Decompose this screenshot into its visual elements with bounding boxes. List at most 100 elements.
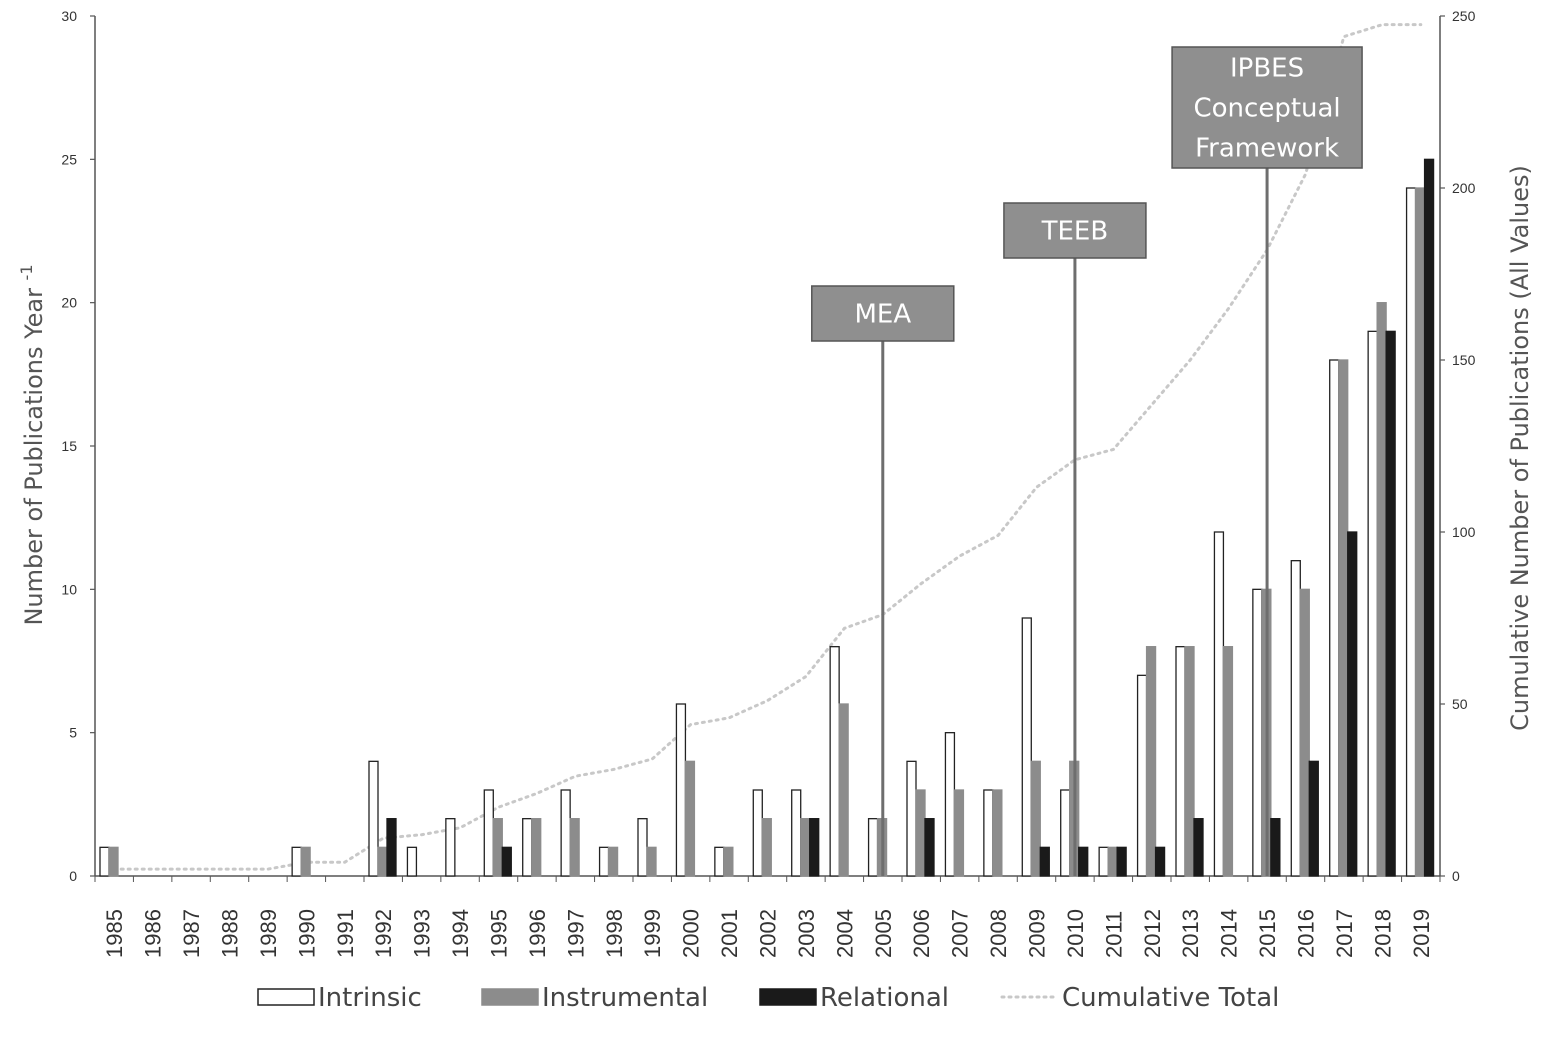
x-tick-label: 2003 [794, 909, 819, 958]
y2-tick-label: 100 [1452, 524, 1476, 540]
bar-instrumental [1299, 588, 1310, 877]
x-tick-label: 1987 [179, 909, 204, 958]
bar-intrinsic [637, 818, 648, 877]
bar-relational [1078, 846, 1089, 877]
x-tick-label: 2004 [832, 909, 857, 958]
x-tick-label: 1995 [487, 909, 512, 958]
bar-intrinsic [99, 846, 110, 877]
bar-instrumental [838, 703, 849, 877]
bar-intrinsic [829, 646, 840, 877]
bar-relational [1308, 760, 1319, 877]
bar-intrinsic [867, 818, 879, 877]
x-tick-label: 1986 [141, 909, 166, 958]
y-tick-label: 30 [61, 8, 77, 24]
x-tick-label: 1997 [563, 909, 588, 958]
bar-intrinsic [1252, 588, 1263, 877]
bar-relational [1116, 846, 1127, 877]
x-tick-label: 2011 [1101, 911, 1126, 958]
x-tick-label: 1994 [448, 909, 473, 958]
legend-label: Intrinsic [318, 983, 422, 1013]
y2-tick-label: 250 [1452, 8, 1476, 24]
bar-instrumental [800, 818, 811, 877]
x-tick-label: 2005 [871, 909, 896, 958]
bar-intrinsic [1175, 646, 1186, 877]
legend-swatch-relational [759, 988, 817, 1006]
x-tick-label: 1993 [410, 909, 435, 958]
bar-instrumental [646, 846, 657, 877]
annotation-box [811, 285, 955, 342]
legend-swatch-intrinsic [257, 988, 315, 1006]
bar-instrumental [761, 818, 772, 877]
bar-instrumental [723, 846, 734, 877]
x-tick-label: 2002 [756, 909, 781, 958]
bar-intrinsic [714, 846, 725, 877]
y-tick-label: 10 [61, 581, 77, 597]
bar-instrumental [1338, 359, 1349, 877]
legend-label: Relational [820, 983, 949, 1013]
x-tick-label: 1991 [333, 909, 358, 958]
x-tick-label: 2019 [1409, 909, 1434, 958]
bar-instrumental [300, 846, 311, 877]
bar-intrinsic [522, 818, 533, 877]
bar-intrinsic [983, 789, 994, 877]
bar-intrinsic [1367, 330, 1378, 877]
x-tick-label: 2007 [948, 909, 973, 958]
legend-label: Cumulative Total [1062, 983, 1279, 1013]
bar-intrinsic [483, 789, 494, 877]
bar-instrumental [531, 818, 542, 877]
bar-intrinsic [1405, 187, 1417, 877]
x-tick-label: 2006 [909, 909, 934, 958]
annotation-label: Conceptual [1193, 94, 1340, 124]
bar-instrumental [1376, 302, 1387, 877]
bar-intrinsic [1329, 359, 1340, 877]
bar-intrinsic [445, 818, 456, 877]
bar-relational [501, 846, 512, 877]
bar-relational [386, 818, 397, 877]
bar-relational [1423, 158, 1435, 877]
x-tick-label: 2015 [1255, 909, 1280, 958]
x-tick-label: 2018 [1370, 909, 1395, 958]
bar-instrumental [992, 789, 1003, 877]
y-tick-label: 25 [61, 151, 77, 167]
bar-intrinsic [291, 846, 302, 877]
bar-intrinsic [1136, 674, 1148, 877]
x-tick-label: 1985 [102, 909, 127, 958]
bar-intrinsic [675, 703, 687, 877]
y-tick-label: 20 [61, 295, 77, 311]
annotation-label: MEA [854, 300, 911, 330]
bar-instrumental [1414, 187, 1426, 877]
bar-intrinsic [906, 760, 917, 877]
bar-instrumental [1222, 646, 1234, 877]
bar-relational [1039, 846, 1050, 877]
bar-relational [924, 818, 935, 877]
bar-relational [1270, 818, 1281, 877]
bar-instrumental [108, 846, 119, 877]
bar-intrinsic [598, 846, 610, 877]
bar-intrinsic [944, 732, 956, 877]
annotation-box [1171, 46, 1363, 169]
x-tick-label: 2017 [1332, 909, 1357, 958]
series-line-cumulative-total [112, 23, 1423, 871]
x-tick-label: 1990 [294, 909, 319, 958]
y-axis-title: Number of Publications Year -1 [17, 264, 48, 625]
y2-tick-label: 50 [1452, 696, 1468, 712]
bar-instrumental [1145, 646, 1157, 877]
bar-instrumental [1107, 846, 1118, 877]
annotation-label: TEEB [1041, 217, 1109, 247]
bar-instrumental [915, 789, 926, 877]
y2-tick-label: 0 [1452, 868, 1460, 884]
bar-instrumental [607, 846, 619, 877]
x-tick-label: 2008 [986, 909, 1011, 958]
x-tick-label: 1996 [525, 909, 550, 958]
annotation-label: IPBES [1230, 54, 1304, 84]
bar-instrumental [377, 846, 388, 877]
bar-instrumental [684, 760, 696, 877]
x-tick-label: 1992 [371, 909, 396, 958]
x-tick-label: 2000 [679, 909, 704, 958]
annotation-box [1003, 202, 1147, 259]
bar-intrinsic [791, 789, 802, 877]
y-axis-title-superscript: -1 [17, 264, 36, 280]
bar-intrinsic [1290, 560, 1301, 877]
y-tick-label: 5 [69, 725, 77, 741]
